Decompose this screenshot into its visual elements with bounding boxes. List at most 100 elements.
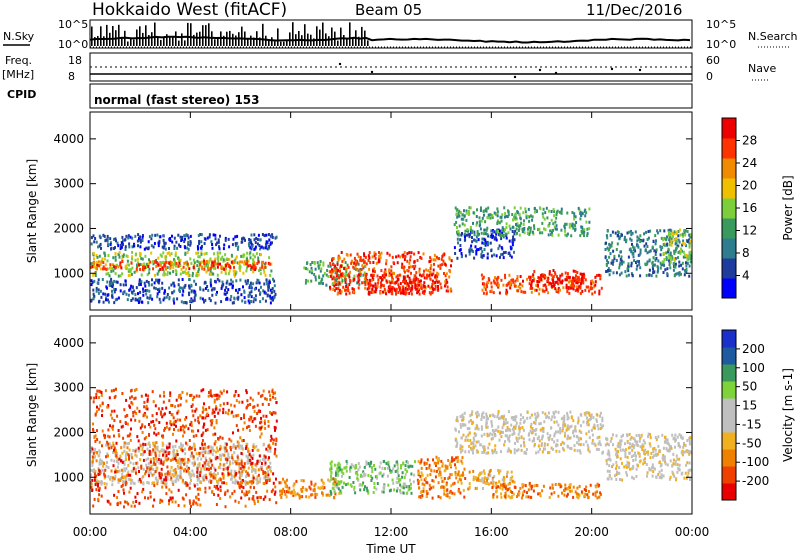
- power-cell: [253, 247, 256, 251]
- velocity-cell: [98, 472, 101, 476]
- power-cell: [593, 290, 596, 294]
- velocity-cell: [190, 424, 193, 428]
- power-cell: [542, 284, 545, 288]
- velocity-cell: [129, 473, 132, 477]
- power-cell: [106, 280, 109, 284]
- power-cell: [173, 262, 176, 266]
- power-cell: [106, 234, 109, 238]
- velocity-cell: [202, 478, 205, 482]
- power-cell: [404, 279, 406, 283]
- power-cell: [171, 234, 173, 238]
- power-cell: [179, 235, 182, 239]
- power-cell: [505, 283, 508, 287]
- power-cell: [678, 271, 681, 275]
- nsky-bar: [130, 37, 132, 46]
- velocity-cell: [267, 444, 270, 448]
- velocity-cell: [399, 491, 402, 495]
- power-cell: [681, 267, 684, 271]
- power-cell: [234, 260, 237, 264]
- velocity-cell: [213, 493, 215, 496]
- velocity-cell: [450, 473, 453, 477]
- velocity-cell: [443, 492, 446, 496]
- velocity-cell: [162, 450, 165, 454]
- velocity-cell: [166, 475, 169, 478]
- nsky-bar: [151, 32, 153, 46]
- power-cell: [645, 242, 648, 246]
- velocity-cell: [98, 486, 101, 490]
- power-cell: [533, 210, 536, 214]
- velocity-cell: [217, 465, 220, 469]
- power-cell: [493, 276, 496, 280]
- power-cell: [627, 262, 630, 266]
- velocity-cell: [197, 492, 200, 496]
- velocity-cell: [400, 466, 402, 470]
- velocity-cell: [455, 476, 458, 480]
- velocity-cell: [330, 460, 333, 464]
- power-cell: [225, 285, 228, 289]
- velocity-cell: [108, 435, 111, 439]
- nsky-bar: [184, 40, 186, 46]
- power-cell: [516, 289, 518, 293]
- power-cell: [319, 263, 321, 267]
- power-cell: [138, 280, 141, 284]
- velocity-cell: [119, 501, 122, 505]
- velocity-cell: [263, 419, 266, 423]
- power-cell: [531, 230, 534, 234]
- velocity-cell: [217, 411, 220, 415]
- power-cell: [252, 259, 255, 263]
- velocity-cell: [176, 464, 179, 468]
- velocity-cell: [116, 496, 119, 499]
- power-cell: [265, 240, 268, 244]
- velocity-cell: [218, 478, 220, 482]
- power-cell: [666, 235, 668, 239]
- velocity-cell: [103, 482, 106, 486]
- power-cell: [480, 219, 483, 223]
- power-cell: [395, 292, 397, 296]
- velocity-cell: [162, 434, 164, 438]
- power-cell: [480, 273, 483, 277]
- power-cell: [555, 213, 558, 216]
- velocity-cell: [200, 457, 203, 461]
- velocity-cell: [105, 443, 107, 447]
- power-cell: [468, 252, 471, 256]
- power-cell: [660, 263, 663, 267]
- velocity-cell: [179, 425, 182, 429]
- nsky-bar: [145, 25, 147, 46]
- velocity-cell: [173, 453, 176, 457]
- velocity-cell: [120, 446, 123, 450]
- power-cell: [566, 275, 569, 279]
- power-cell: [668, 243, 671, 247]
- power-cell: [371, 273, 374, 277]
- power-cell: [675, 246, 678, 250]
- power-cell: [128, 268, 131, 272]
- power-cell: [348, 291, 351, 295]
- power-cell: [134, 258, 137, 262]
- velocity-cell: [357, 478, 360, 482]
- velocity-cell: [123, 444, 126, 448]
- velocity-cell: [135, 500, 138, 503]
- velocity-cell: [187, 458, 190, 461]
- velocity-cell: [396, 463, 399, 466]
- velocity-cell: [113, 388, 115, 392]
- power-cell: [365, 280, 368, 284]
- power-cell: [201, 267, 203, 271]
- power-cell: [555, 280, 558, 284]
- power-cell: [689, 235, 692, 239]
- velocity-cell: [428, 487, 431, 491]
- velocity-cell: [140, 464, 143, 468]
- power-cell: [111, 294, 113, 298]
- power-cell: [106, 267, 109, 271]
- power-cell: [248, 286, 251, 290]
- velocity-cell: [137, 446, 140, 450]
- power-cell: [430, 258, 433, 262]
- power-cell: [620, 255, 623, 259]
- power-cell: [655, 274, 658, 278]
- power-cell: [513, 206, 516, 210]
- power-cell: [261, 233, 264, 236]
- power-cell: [629, 237, 632, 241]
- velocity-cell: [130, 469, 133, 473]
- power-cell: [406, 283, 408, 287]
- velocity-cell: [385, 461, 388, 465]
- velocity-cell: [217, 487, 220, 491]
